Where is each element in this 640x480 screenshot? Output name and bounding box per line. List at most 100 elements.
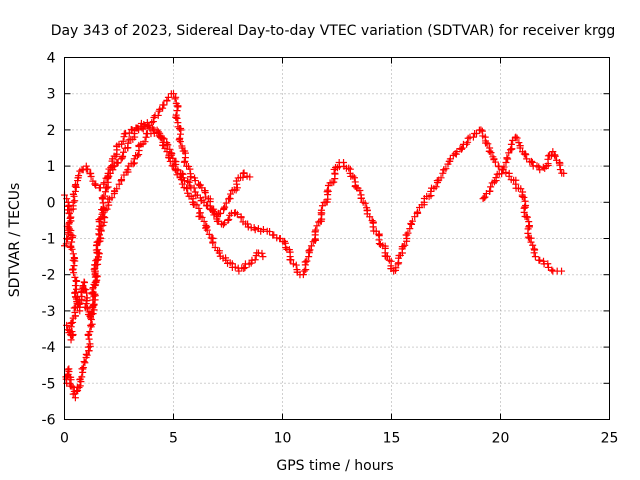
y-tick-label: -3	[42, 304, 56, 320]
data-point	[65, 365, 73, 373]
data-point-interp	[551, 152, 559, 160]
data-point	[174, 166, 182, 174]
data-point-interp	[486, 187, 494, 195]
data-point-interp	[498, 170, 506, 178]
data-point-interp	[220, 204, 228, 212]
data-point-interp	[92, 181, 100, 189]
data-point	[87, 321, 95, 329]
data-point	[512, 133, 520, 141]
data-point	[558, 267, 566, 275]
data-point-interp	[258, 249, 266, 257]
data-point	[67, 336, 75, 344]
data-point-interp	[72, 277, 80, 285]
data-point-interp	[173, 114, 181, 122]
data-point-interp	[65, 218, 73, 226]
x-tick-label: 10	[274, 431, 292, 447]
data-point-interp	[490, 178, 498, 186]
data-point-interp	[205, 230, 213, 238]
data-point-interp	[481, 193, 489, 201]
data-point-interp	[68, 238, 76, 246]
y-tick-label: 1	[47, 159, 56, 175]
chart-title: Day 343 of 2023, Sidereal Day-to-day VTE…	[51, 23, 616, 39]
data-point-interp	[166, 145, 174, 153]
y-tick-label: 0	[47, 195, 56, 211]
data-point-interp	[193, 201, 201, 209]
data-point-interp	[203, 226, 211, 234]
data-point-interp	[95, 249, 103, 257]
data-point-interp	[72, 285, 80, 293]
data-point-interp	[100, 192, 108, 200]
y-tick-label: -4	[42, 340, 56, 356]
data-point-interp	[86, 328, 94, 336]
plot-frame	[64, 57, 610, 420]
data-point-interp	[77, 288, 85, 296]
data-point-interp	[96, 216, 104, 224]
data-point-interp	[266, 228, 274, 236]
data-point	[477, 126, 485, 134]
data-point-interp	[71, 257, 79, 265]
data-point-interp	[282, 244, 290, 252]
data-point-interp	[523, 213, 531, 221]
data-point	[80, 358, 88, 366]
x-tick-label: 20	[492, 431, 510, 447]
data-point-interp	[240, 264, 248, 272]
data-point-interp	[87, 173, 95, 181]
data-point-interp	[345, 164, 353, 172]
data-point	[259, 253, 267, 261]
data-point-interp	[324, 186, 332, 194]
data-point	[244, 220, 252, 228]
data-point	[154, 111, 162, 119]
data-point-interp	[240, 169, 248, 177]
data-point	[93, 256, 101, 264]
data-point	[191, 177, 199, 185]
data-point-interp	[186, 165, 194, 173]
data-point-interp	[78, 373, 86, 381]
data-point-interp	[70, 262, 78, 270]
data-point-interp	[68, 328, 76, 336]
data-point-interp	[292, 261, 300, 269]
data-point-interp	[154, 128, 162, 136]
data-point-interp	[81, 359, 89, 367]
data-point-interp	[530, 249, 538, 257]
y-axis-label: SDTVAR / TECUs	[7, 183, 23, 298]
data-point-interp	[88, 311, 96, 319]
x-tick-label: 5	[169, 431, 178, 447]
data-point-interp	[72, 293, 80, 301]
data-point-interp	[392, 264, 400, 272]
data-point-interp	[399, 243, 407, 251]
data-point-interp	[539, 163, 547, 171]
data-point-interp	[404, 229, 412, 237]
data-point-interp	[71, 197, 79, 205]
data-point-interp	[75, 383, 83, 391]
data-point-interp	[85, 347, 93, 355]
data-point-interp	[437, 174, 445, 182]
data-point-interp	[528, 158, 536, 166]
data-point-interp	[73, 387, 81, 395]
data-point-interp	[173, 107, 181, 115]
data-point-interp	[160, 142, 168, 150]
y-tick-label: 2	[47, 123, 56, 139]
data-point-interp	[92, 281, 100, 289]
data-point-interp	[209, 239, 217, 247]
data-point-interp	[313, 222, 321, 230]
data-point-interp	[357, 194, 365, 202]
data-point-interp	[356, 186, 364, 194]
data-point-interp	[312, 226, 320, 234]
data-point-interp	[72, 181, 80, 189]
data-point	[124, 166, 132, 174]
data-point-interp	[198, 213, 206, 221]
data-point	[67, 376, 75, 384]
data-point	[91, 180, 99, 188]
data-point-interp	[70, 269, 78, 277]
data-point-interp	[520, 208, 528, 216]
data-point-interp	[484, 140, 492, 148]
data-point-interp	[520, 193, 528, 201]
data-point	[516, 144, 524, 152]
data-point-interp	[464, 134, 472, 142]
data-point-interp	[124, 139, 132, 147]
data-point	[95, 231, 103, 239]
data-point-interp	[82, 303, 90, 311]
data-point-interp	[330, 178, 338, 186]
data-point	[270, 231, 278, 239]
data-point-interp	[95, 237, 103, 245]
